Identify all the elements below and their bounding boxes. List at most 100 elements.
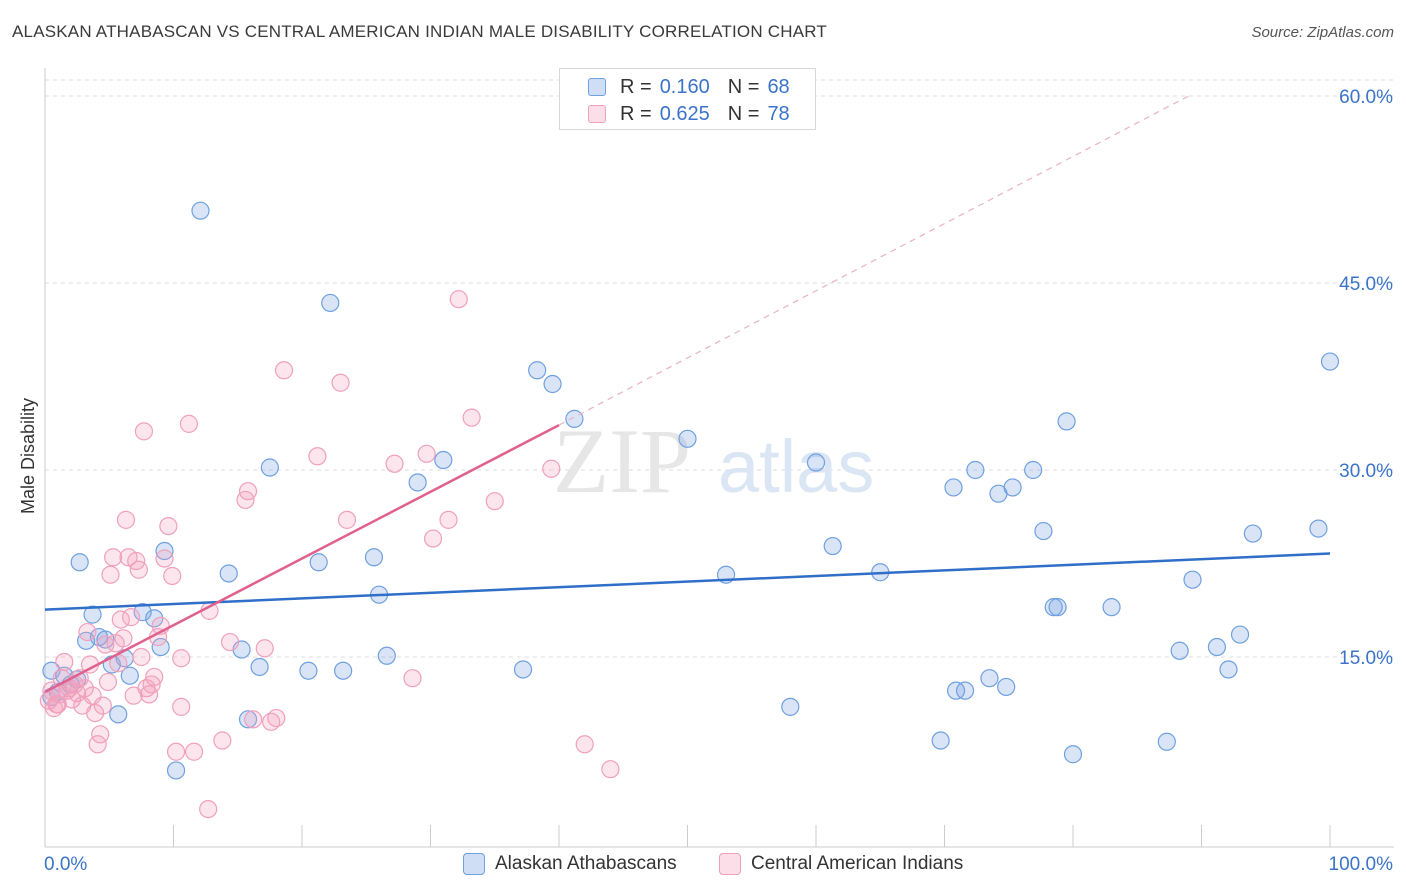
central-american-swatch — [588, 105, 606, 123]
data-point — [109, 705, 128, 724]
x-tick-label: 100.0% — [1329, 854, 1394, 875]
data-point — [321, 293, 340, 313]
r-label: R = — [620, 75, 652, 98]
data-point — [955, 681, 975, 700]
n-value: 68 — [767, 75, 790, 98]
data-point — [172, 649, 191, 668]
athabascan-swatch — [588, 78, 606, 96]
data-point — [244, 710, 263, 729]
data-point — [565, 409, 584, 428]
n-value: 78 — [767, 102, 790, 125]
data-point — [434, 450, 453, 470]
data-point — [213, 731, 232, 750]
data-point — [997, 677, 1016, 697]
data-point — [385, 454, 404, 473]
data-point — [449, 290, 468, 309]
data-point — [199, 799, 218, 819]
data-point — [462, 408, 481, 427]
n-label: N = — [727, 102, 760, 125]
data-point — [116, 510, 136, 529]
data-point — [1207, 637, 1227, 657]
data-point — [417, 444, 436, 463]
data-point — [678, 429, 697, 448]
data-point — [931, 731, 950, 750]
data-point — [1170, 641, 1189, 660]
data-point — [309, 553, 328, 572]
legend-label: Alaskan Athabascans — [495, 853, 677, 874]
data-point — [334, 661, 353, 680]
data-point — [966, 460, 985, 480]
data-point — [308, 447, 327, 466]
data-point — [980, 669, 999, 688]
chart-source: Source: ZipAtlas.com — [1251, 24, 1394, 41]
data-point — [134, 422, 154, 441]
central-american-trend-extension — [558, 95, 1189, 426]
data-point — [238, 710, 258, 729]
data-point — [1219, 660, 1238, 679]
data-point — [1230, 625, 1250, 644]
data-point — [55, 652, 74, 672]
legend-item-central-american-indians: Central American Indians — [719, 850, 963, 878]
data-point — [166, 761, 186, 780]
data-point — [101, 565, 120, 584]
athabascan-trend-line — [44, 552, 1331, 611]
data-point — [114, 629, 133, 648]
data-point — [1003, 478, 1022, 497]
data-point — [601, 760, 620, 779]
data-point — [155, 541, 174, 561]
data-point — [542, 459, 561, 478]
x-tick-label: 0.0% — [44, 854, 87, 875]
data-point — [781, 697, 800, 716]
data-point — [408, 473, 427, 492]
y-axis-label: Male Disability — [18, 398, 38, 514]
data-point — [78, 622, 97, 642]
data-point — [513, 660, 533, 679]
data-point — [86, 703, 105, 723]
data-point — [260, 458, 279, 477]
data-point — [120, 666, 139, 685]
data-point — [129, 560, 148, 579]
data-point — [172, 697, 191, 716]
central-american-points — [39, 290, 620, 819]
data-point — [104, 548, 123, 567]
data-point — [219, 564, 238, 583]
data-point — [1063, 745, 1083, 764]
data-point — [96, 630, 115, 649]
athabascans-swatch — [463, 853, 485, 875]
legend-label: Central American Indians — [751, 853, 964, 874]
data-point — [220, 632, 240, 652]
r-label: R = — [620, 102, 652, 125]
data-point — [155, 549, 174, 568]
y-tick-label: 60.0% — [1339, 87, 1393, 108]
legend-row-athabascan: R = 0.160 N = 68 — [588, 75, 790, 99]
data-point — [1183, 570, 1202, 589]
data-point — [255, 639, 274, 658]
data-point — [1034, 521, 1053, 541]
central-american-trend-line — [44, 424, 560, 694]
data-point — [166, 742, 186, 761]
axes: 15.0% 30.0% 45.0% 60.0% 0.0% 100.0% — [44, 68, 1394, 875]
data-point — [1048, 598, 1067, 617]
data-point — [145, 667, 164, 687]
data-point — [299, 661, 318, 680]
n-label: N = — [727, 75, 760, 98]
trend-lines — [44, 95, 1331, 694]
data-point — [1243, 524, 1263, 543]
data-point — [48, 695, 67, 714]
central-american-indians-swatch — [719, 853, 741, 875]
data-point — [1309, 519, 1328, 538]
correlation-legend: R = 0.160 N = 68 R = 0.625 N = 78 — [559, 68, 816, 130]
data-point — [485, 492, 504, 511]
data-point — [364, 548, 384, 567]
data-point — [98, 672, 118, 692]
data-point — [93, 696, 112, 715]
watermark: ZIP atlas — [553, 410, 874, 512]
data-point — [423, 529, 443, 548]
data-point — [179, 414, 199, 433]
data-point — [543, 374, 562, 394]
data-point — [91, 725, 110, 744]
data-point — [823, 536, 842, 556]
data-point — [274, 361, 294, 380]
data-point — [331, 373, 350, 392]
